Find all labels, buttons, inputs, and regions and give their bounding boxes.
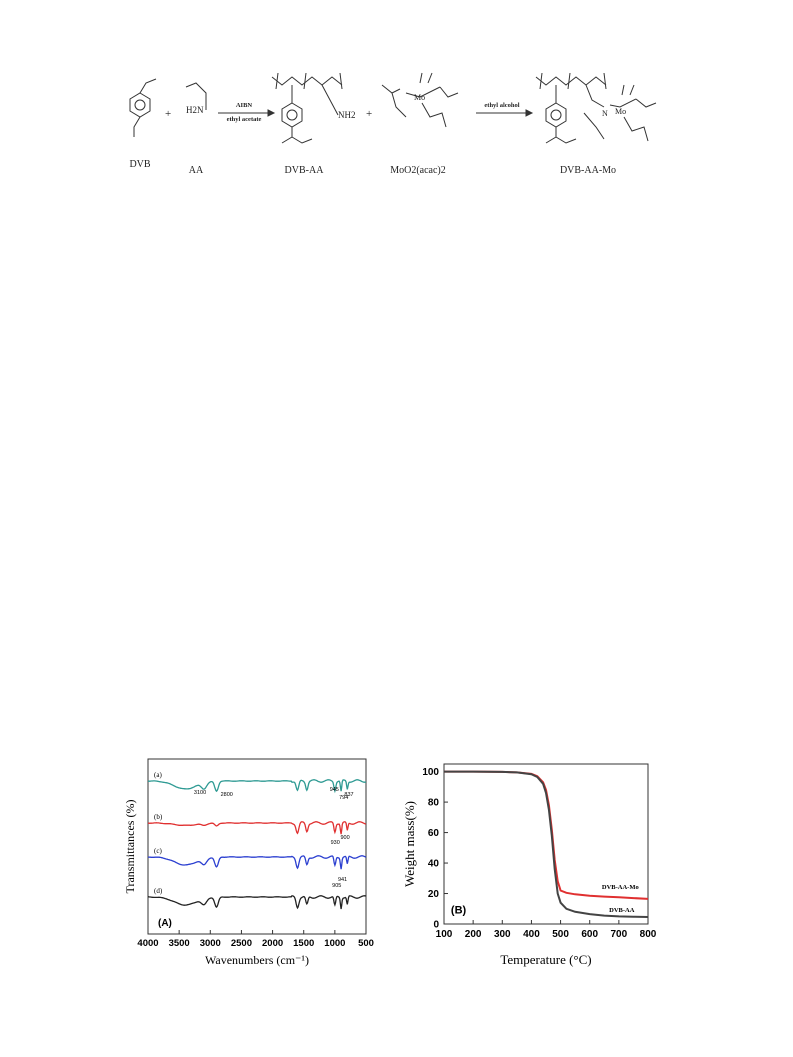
peak-label: 837 [344, 792, 353, 798]
y-axis-title: Weight mass(%) [402, 801, 417, 887]
plus-sign-1: + [165, 108, 172, 120]
series-line-dvb-aa [444, 770, 649, 918]
compound-label-dvb: DVB [129, 159, 151, 170]
x-tick-label: 700 [611, 929, 628, 940]
ftir-plot: 4000 3500 3000 2500 2000 1500 1000 500 (a) (b) (c)… [123, 758, 374, 967]
compound-label-aa: AA [188, 165, 204, 176]
mo-complex-structure [381, 72, 459, 128]
x-tick-label: 500 [358, 938, 374, 949]
x-tick-label: 3000 [200, 938, 221, 949]
mo-atom-label-2: Mo [615, 107, 627, 116]
x-tick-label: 600 [581, 929, 598, 940]
x-tick-label: 1500 [293, 938, 314, 949]
y-tick-label: 40 [428, 859, 440, 870]
compound-label-dvb-aa-mo: DVB-AA-Mo [559, 165, 617, 176]
y-tick-label: 60 [428, 828, 440, 839]
peak-label: 2800 [221, 792, 233, 798]
peak-label: 941 [338, 877, 347, 883]
dvb-aa-structure [271, 72, 343, 144]
x-tick-label: 2000 [262, 938, 283, 949]
x-tick-label: 200 [465, 929, 482, 940]
peak-label: 945 [330, 787, 339, 793]
ftir-curve-c [147, 855, 367, 870]
x-tick-label: 2500 [231, 938, 252, 949]
x-tick-label: 1000 [324, 938, 345, 949]
ftir-curve-d [148, 895, 367, 910]
aa-structure [185, 82, 207, 110]
y-tick-label: 20 [428, 889, 440, 900]
figure-b-tga: 100 200 300 400 500 600 700 800 0 20 40 60 80 100 DVB-… [400, 752, 660, 977]
series-label-dvb-aa-mo: DVB-AA-Mo [602, 884, 639, 891]
curve-label-a: (a) [154, 771, 162, 779]
peak-label: 905 [332, 883, 341, 889]
y-axis-title: Transmittances (%) [123, 800, 137, 894]
reaction-scheme: H2N NH2 Mo Mo N + + AIBN ethyl acetate e… [110, 55, 710, 195]
panel-label-b: (B) [451, 904, 467, 916]
arrow1-bottom-label: ethyl acetate [226, 116, 262, 123]
figure-a-ftir: 4000 3500 3000 2500 2000 1500 1000 500 (a) (b) (c)… [120, 755, 380, 975]
plus-sign-2: + [366, 108, 373, 120]
n-atom-label: N [602, 109, 608, 118]
x-tick-label: 3500 [169, 938, 190, 949]
x-tick-label: 300 [494, 929, 511, 940]
y-tick-label: 100 [422, 767, 439, 778]
panel-label-a: (A) [158, 918, 172, 929]
curve-label-d: (d) [154, 887, 163, 895]
curve-label-b: (b) [154, 813, 163, 821]
ftir-curve-b [148, 821, 367, 835]
x-tick-label: 4000 [137, 938, 158, 949]
compound-label-moo2acac2: MoO2(acac)2 [390, 165, 446, 176]
compound-label-dvb-aa: DVB-AA [284, 165, 324, 176]
mo-atom-label: Mo [414, 93, 426, 102]
x-axis-title: Temperature (°C) [500, 952, 591, 967]
peak-label: 794 [339, 795, 348, 801]
y-tick-label: 0 [433, 920, 439, 931]
peak-label: 900 [340, 835, 349, 841]
dvb-aa-nh2-label: NH2 [338, 110, 356, 120]
peak-label: 3100 [194, 790, 206, 796]
x-tick-label: 500 [552, 929, 569, 940]
curve-label-c: (c) [154, 847, 162, 855]
scheme-drawing [129, 72, 657, 144]
x-tick-label: 100 [436, 929, 453, 940]
arrow1-top-label: AIBN [235, 102, 253, 109]
dvb-structure [129, 78, 157, 137]
peak-label: 930 [331, 840, 340, 846]
ftir-curve-a [147, 779, 367, 794]
x-tick-label: 400 [523, 929, 540, 940]
tga-plot: 100 200 300 400 500 600 700 800 0 20 40 60 80 100 DVB-… [402, 763, 657, 967]
aa-h2n-label: H2N [186, 105, 204, 115]
x-tick-label: 800 [640, 929, 657, 940]
arrow2-top-label: ethyl alcohol [484, 102, 520, 109]
x-axis-title: Wavenumbers (cm⁻¹) [205, 953, 309, 967]
dvb-aa-mo-structure [535, 72, 657, 144]
series-label-dvb-aa: DVB-AA [609, 907, 635, 914]
y-tick-label: 80 [428, 798, 440, 809]
